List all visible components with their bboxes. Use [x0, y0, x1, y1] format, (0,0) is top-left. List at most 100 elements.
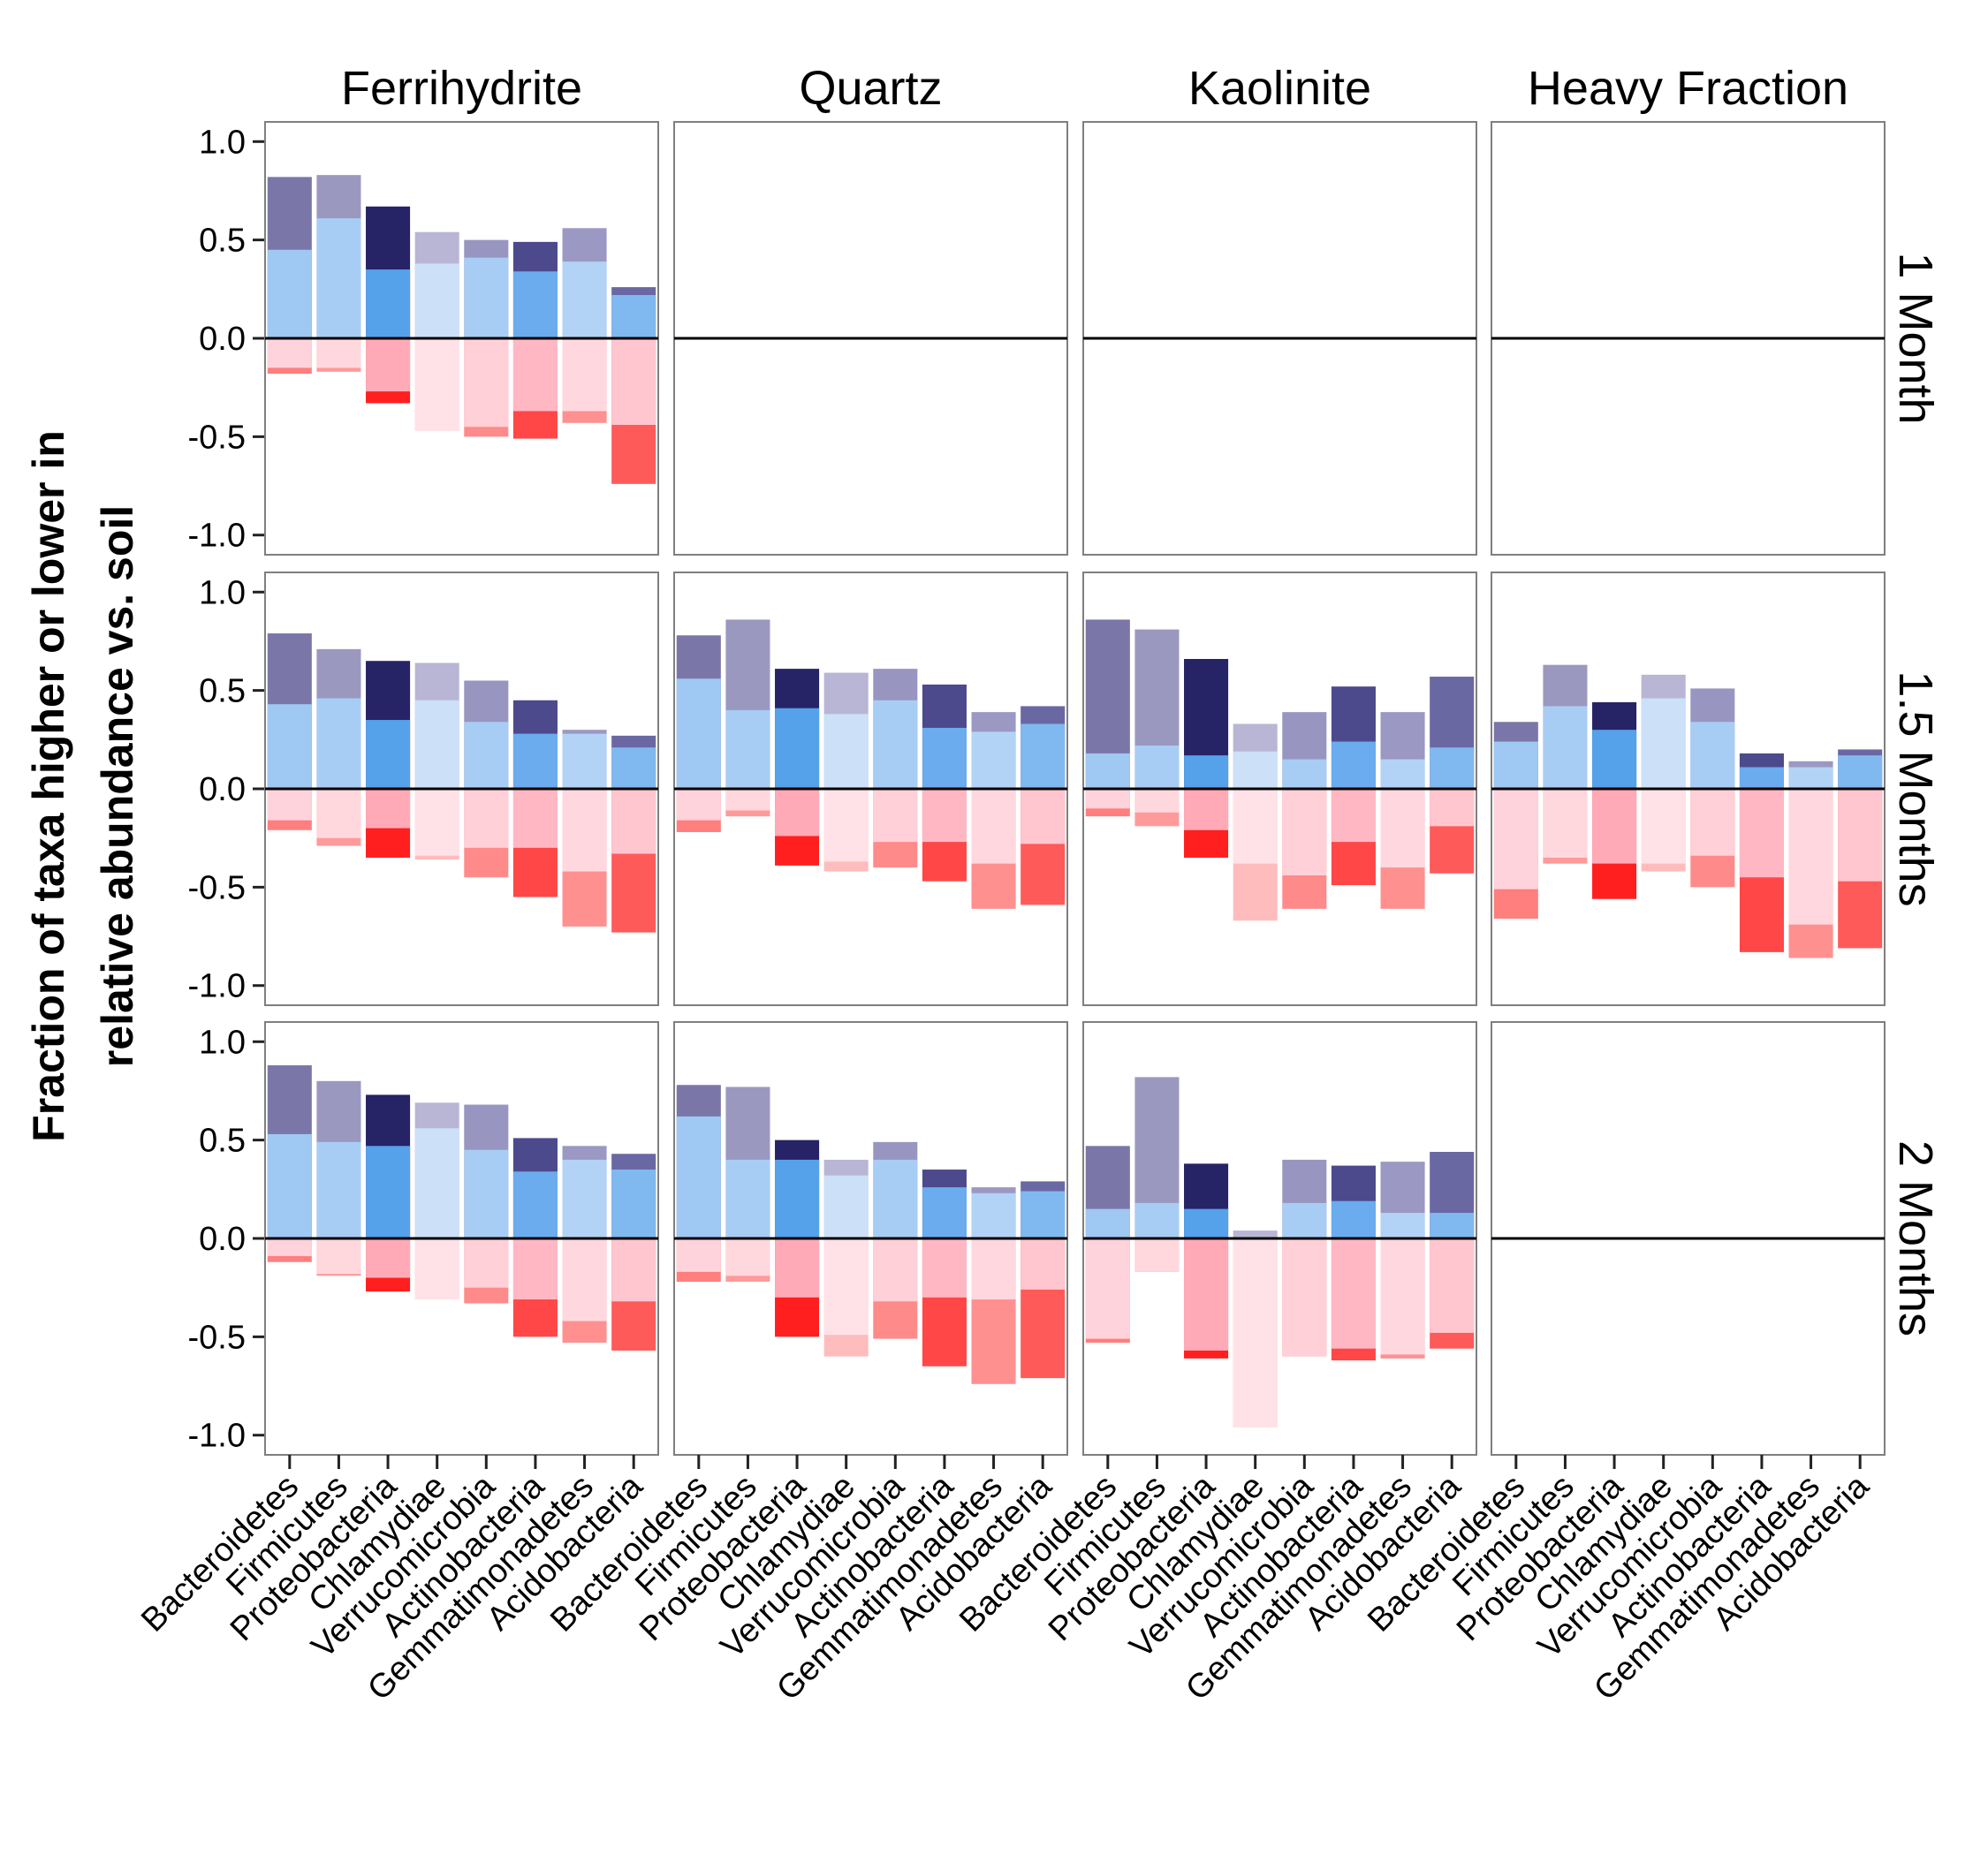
- bar-negative-gemmatimonadetes: [562, 1238, 607, 1321]
- y-tick-label: 0.0: [199, 321, 246, 358]
- bar-negative-proteobacteria: [1184, 789, 1229, 830]
- bar-positive-proteobacteria: [366, 720, 411, 789]
- bar-positive-gemmatimonadetes: [562, 1159, 607, 1238]
- bar-positive-firmicutes: [725, 1159, 770, 1238]
- bar-positive-gemmatimonadetes: [1788, 767, 1833, 789]
- bar-positive-verrucomicrobia: [873, 1159, 918, 1238]
- bar-positive-actinobacteria: [512, 733, 558, 789]
- bar-positive-verrucomicrobia: [873, 700, 918, 789]
- bar-negative-actinobacteria: [512, 1238, 558, 1300]
- bar-negative-verrucomicrobia: [873, 1238, 918, 1302]
- bar-negative-actinobacteria: [922, 789, 967, 843]
- y-axis-label-line-1: Fraction of taxa higher or lower in: [24, 430, 73, 1142]
- bar-positive-acidobacteria: [1021, 1191, 1066, 1238]
- bar-positive-firmicutes: [1543, 706, 1588, 789]
- bar-positive-acidobacteria: [611, 747, 656, 789]
- bar-positive-bacteroidetes: [1493, 741, 1538, 789]
- bar-positive-firmicutes: [316, 698, 361, 789]
- y-axis-row-2: 1.0 0.5 0.0 -0.5 -1.0: [188, 574, 265, 1005]
- bar-positive-firmicutes: [725, 709, 770, 789]
- y-tick-label: -1.0: [188, 518, 246, 555]
- bar-negative-chlamydiae: [1641, 789, 1686, 864]
- bar-positive-actinobacteria: [1331, 741, 1376, 789]
- bar-negative-proteobacteria: [1184, 1238, 1229, 1351]
- bar-positive-proteobacteria: [775, 708, 820, 789]
- bar-positive-acidobacteria: [1838, 755, 1883, 789]
- bar-negative-acidobacteria: [1021, 789, 1066, 844]
- panel-heavy-fraction-2-months: [1491, 1021, 1886, 1456]
- bar-negative-acidobacteria: [1430, 1238, 1475, 1333]
- bar-positive-actinobacteria: [512, 271, 558, 338]
- bar-positive-actinobacteria: [1739, 767, 1784, 789]
- bar-positive-proteobacteria: [775, 1159, 820, 1238]
- bar-negative-actinobacteria: [1331, 1238, 1376, 1349]
- panel-kaolinite-1-5-months: [1082, 572, 1477, 1006]
- y-tick-label: 0.0: [199, 771, 246, 808]
- column-title-heavy-fraction: Heavy Fraction: [1528, 62, 1848, 115]
- bar-negative-actinobacteria: [512, 789, 558, 848]
- bar-negative-firmicutes: [1134, 1238, 1180, 1272]
- panel-ferrihydrite-2-months: [264, 1021, 659, 1456]
- bar-negative-firmicutes: [316, 789, 361, 838]
- bar-negative-acidobacteria: [1430, 789, 1475, 827]
- bar-positive-actinobacteria: [512, 1171, 558, 1238]
- bar-positive-verrucomicrobia: [1282, 759, 1327, 789]
- bar-negative-firmicutes: [1543, 789, 1588, 858]
- bar-positive-chlamydiae: [414, 700, 459, 789]
- bar-positive-proteobacteria: [366, 269, 411, 338]
- panel-quartz-1-5-months: [673, 572, 1068, 1006]
- bar-positive-verrucomicrobia: [1690, 722, 1735, 789]
- bar-positive-bacteroidetes: [676, 1116, 721, 1238]
- bar-positive-acidobacteria: [1430, 1213, 1475, 1238]
- bar-positive-total-chlamydiae: [1233, 1230, 1278, 1238]
- bar-positive-bacteroidetes: [267, 249, 312, 338]
- bar-positive-chlamydiae: [1233, 751, 1278, 789]
- y-tick-label: -1.0: [188, 1418, 246, 1455]
- bar-negative-bacteroidetes: [1493, 789, 1538, 890]
- bar-negative-bacteroidetes: [1085, 789, 1130, 809]
- panel-heavy-fraction-1-month: [1491, 121, 1886, 556]
- bar-negative-bacteroidetes: [676, 789, 721, 821]
- bar-negative-chlamydiae: [414, 789, 459, 856]
- bar-negative-proteobacteria: [1592, 789, 1637, 864]
- x-axis-ferrihydrite: BacteroidetesFirmicutesProteobacteriaChl…: [134, 1455, 650, 1707]
- bar-negative-chlamydiae: [414, 338, 459, 431]
- y-tick-label: 0.5: [199, 673, 246, 710]
- bar-negative-verrucomicrobia: [464, 1238, 509, 1288]
- bar-negative-acidobacteria: [611, 338, 656, 425]
- y-tick-label: 0.5: [199, 1123, 246, 1160]
- bar-negative-gemmatimonadetes: [562, 789, 607, 872]
- bar-positive-actinobacteria: [922, 1187, 967, 1238]
- column-title-quartz: Quartz: [799, 62, 942, 115]
- panel-kaolinite-2-months: [1082, 1021, 1477, 1456]
- bar-negative-actinobacteria: [1739, 789, 1784, 878]
- bar-positive-gemmatimonadetes: [562, 733, 607, 789]
- bar-negative-gemmatimonadetes: [1380, 789, 1425, 868]
- y-tick-label: 1.0: [199, 574, 246, 611]
- bar-positive-chlamydiae: [1641, 698, 1686, 789]
- y-axis-label: Fraction of taxa higher or lower in rela…: [24, 430, 142, 1142]
- bar-negative-acidobacteria: [1838, 789, 1883, 882]
- bar-negative-firmicutes: [1134, 789, 1180, 813]
- bar-positive-verrucomicrobia: [464, 257, 509, 338]
- panel-quartz-1-month: [673, 121, 1068, 556]
- bar-positive-proteobacteria: [1592, 730, 1637, 789]
- bar-positive-proteobacteria: [366, 1146, 411, 1238]
- bar-positive-bacteroidetes: [676, 678, 721, 789]
- bar-negative-bacteroidetes: [267, 338, 312, 368]
- bar-positive-firmicutes: [1134, 1202, 1180, 1238]
- facet-grid: Ferrihydrite Quartz Kaolinite Heavy Fractio…: [134, 62, 1942, 1707]
- bar-positive-gemmatimonadetes: [1380, 1213, 1425, 1238]
- y-tick-label: 0.0: [199, 1221, 246, 1258]
- bar-positive-bacteroidetes: [1085, 753, 1130, 789]
- bar-positive-bacteroidetes: [267, 704, 312, 789]
- bar-negative-acidobacteria: [611, 789, 656, 854]
- bar-negative-verrucomicrobia: [464, 338, 509, 428]
- bar-negative-firmicutes: [725, 789, 770, 811]
- bar-negative-gemmatimonadetes: [971, 1238, 1016, 1300]
- bar-positive-actinobacteria: [922, 727, 967, 789]
- column-title-ferrihydrite: Ferrihydrite: [341, 62, 582, 115]
- row-title-2-months: 2 Months: [1889, 1140, 1942, 1336]
- bar-negative-proteobacteria: [366, 1238, 411, 1278]
- bar-negative-actinobacteria: [922, 1238, 967, 1298]
